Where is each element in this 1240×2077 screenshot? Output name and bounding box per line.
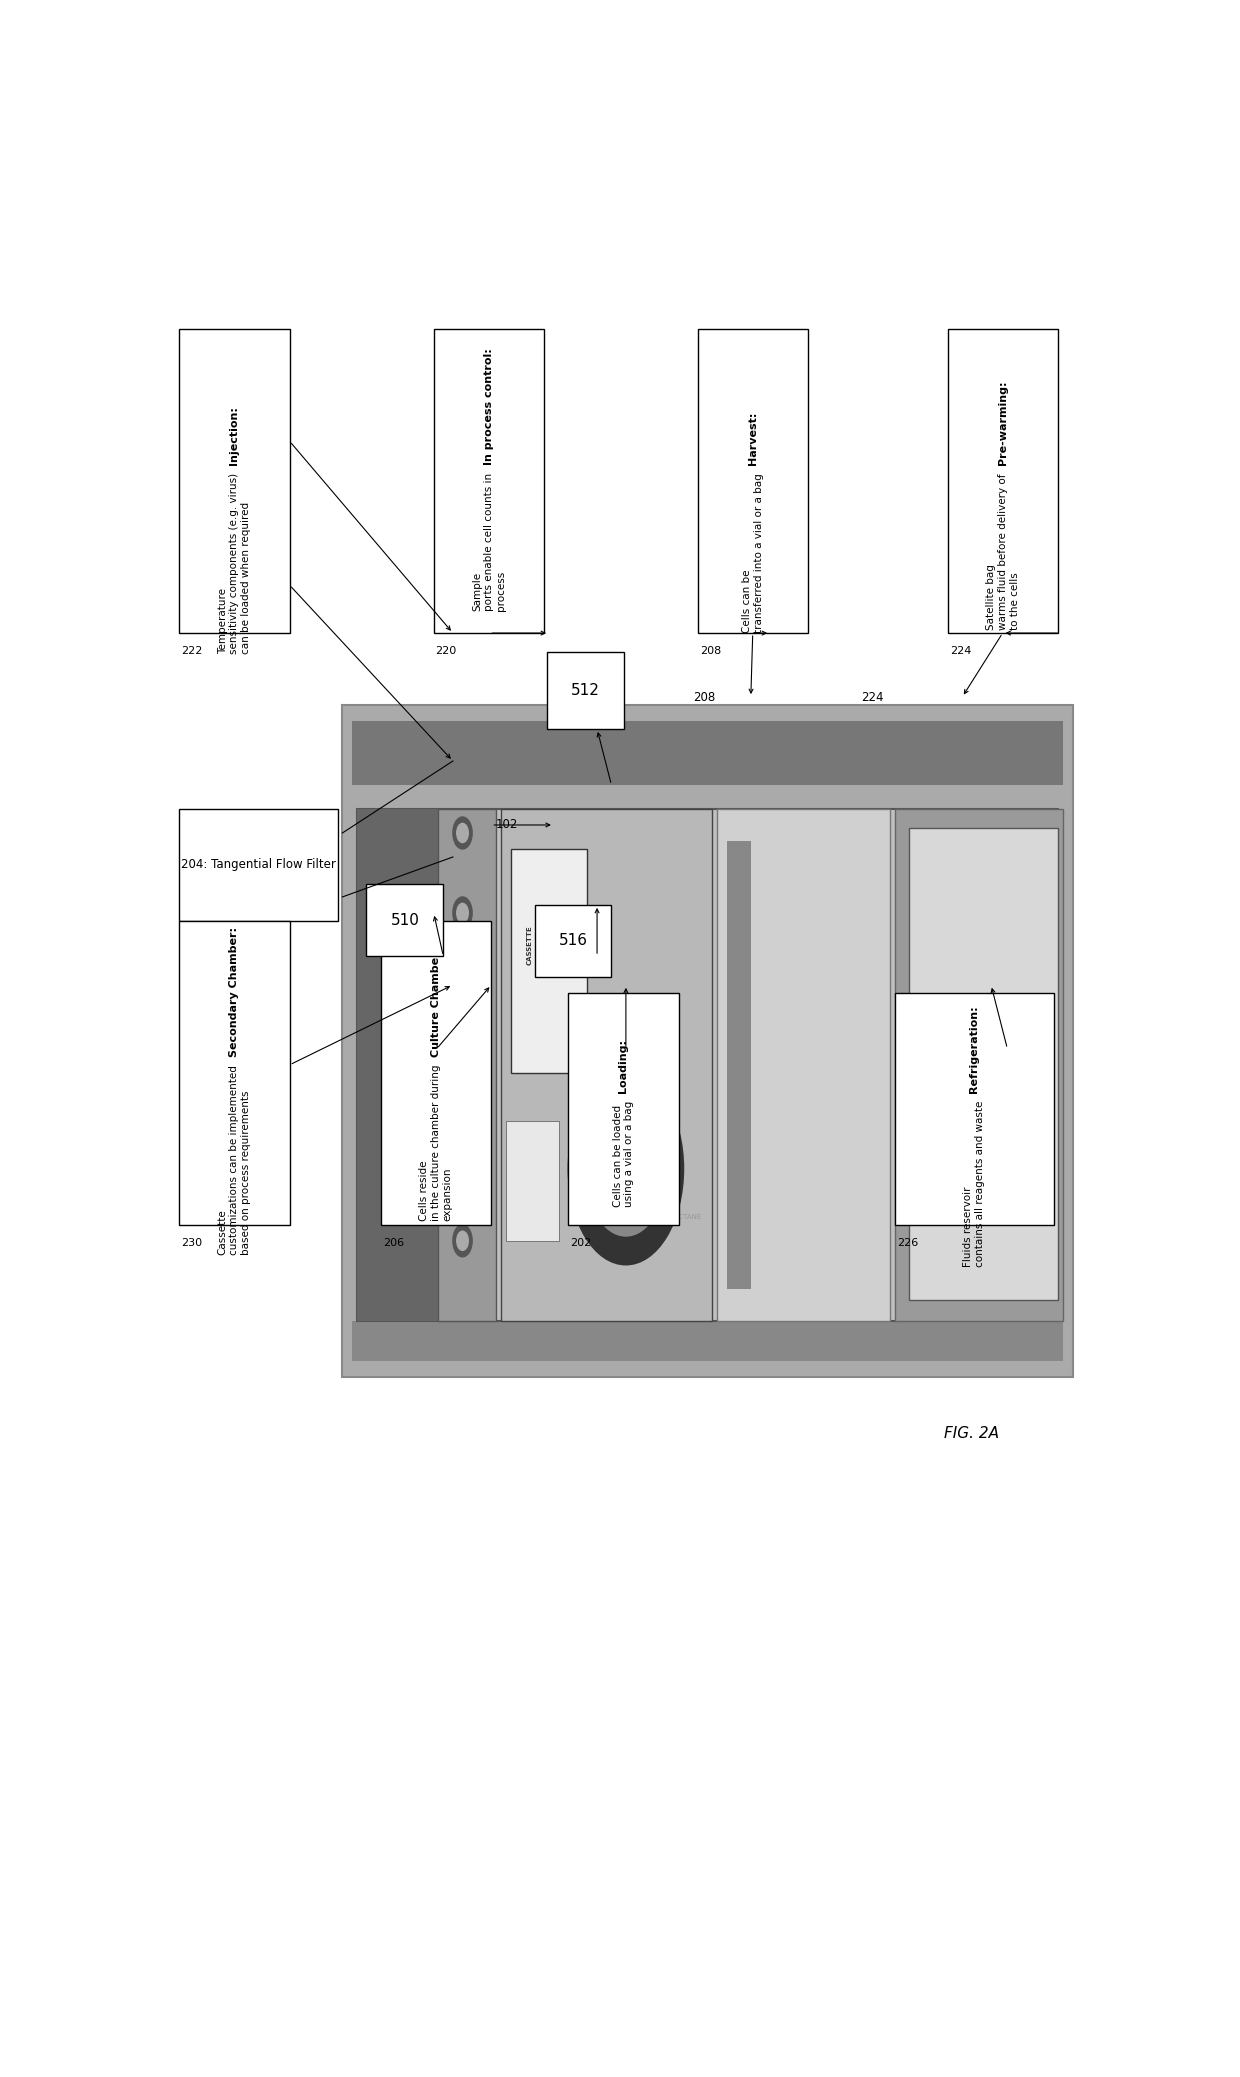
Text: Cells can be
transferred into a vial or a bag: Cells can be transferred into a vial or … bbox=[743, 474, 764, 633]
Circle shape bbox=[453, 1225, 472, 1257]
Circle shape bbox=[601, 1128, 651, 1211]
Text: Injection:: Injection: bbox=[229, 407, 239, 465]
Circle shape bbox=[456, 1072, 469, 1090]
FancyBboxPatch shape bbox=[381, 920, 491, 1225]
FancyBboxPatch shape bbox=[352, 1321, 1063, 1360]
Text: 208: 208 bbox=[699, 646, 722, 656]
FancyBboxPatch shape bbox=[439, 810, 496, 1321]
Text: 226: 226 bbox=[897, 1238, 918, 1248]
FancyBboxPatch shape bbox=[947, 330, 1058, 633]
Text: Satellite bag
warms fluid before delivery of
to the cells: Satellite bag warms fluid before deliver… bbox=[987, 474, 1019, 629]
FancyBboxPatch shape bbox=[342, 704, 1073, 1377]
FancyBboxPatch shape bbox=[698, 330, 808, 633]
Text: OCTANE: OCTANE bbox=[675, 1213, 702, 1219]
Text: CASSETTE: CASSETTE bbox=[527, 924, 533, 966]
Text: 224: 224 bbox=[862, 690, 884, 704]
Text: 208: 208 bbox=[693, 690, 715, 704]
Text: Cells can be loaded
using a vial or a bag: Cells can be loaded using a vial or a ba… bbox=[613, 1101, 635, 1207]
Text: Pre-warming:: Pre-warming: bbox=[998, 380, 1008, 465]
Circle shape bbox=[456, 822, 469, 843]
Text: Culture Chamber:: Culture Chamber: bbox=[432, 947, 441, 1057]
Text: 220: 220 bbox=[435, 646, 456, 656]
Text: 204: Tangential Flow Filter: 204: Tangential Flow Filter bbox=[181, 858, 336, 872]
Circle shape bbox=[453, 1066, 472, 1097]
Circle shape bbox=[456, 1232, 469, 1250]
FancyBboxPatch shape bbox=[367, 885, 444, 955]
Text: FIG. 2A: FIG. 2A bbox=[945, 1425, 999, 1441]
FancyBboxPatch shape bbox=[568, 993, 678, 1225]
FancyBboxPatch shape bbox=[506, 1122, 558, 1240]
Circle shape bbox=[453, 816, 472, 849]
Circle shape bbox=[568, 1074, 683, 1265]
FancyBboxPatch shape bbox=[179, 330, 290, 633]
Text: Secondary Chamber:: Secondary Chamber: bbox=[229, 926, 239, 1057]
FancyBboxPatch shape bbox=[179, 920, 290, 1225]
Text: Cells reside
in the culture chamber during
expansion: Cells reside in the culture chamber duri… bbox=[419, 1066, 453, 1221]
Text: 202: 202 bbox=[570, 1238, 591, 1248]
Text: 224: 224 bbox=[950, 646, 971, 656]
Circle shape bbox=[456, 1151, 469, 1171]
FancyBboxPatch shape bbox=[547, 652, 624, 729]
Circle shape bbox=[453, 897, 472, 928]
FancyBboxPatch shape bbox=[895, 993, 1054, 1225]
Text: Cassette
customizations can be implemented
based on process requirements: Cassette customizations can be implement… bbox=[218, 1066, 250, 1255]
FancyBboxPatch shape bbox=[434, 330, 544, 633]
Text: 230: 230 bbox=[181, 1238, 202, 1248]
Circle shape bbox=[456, 903, 469, 922]
Text: 512: 512 bbox=[572, 683, 600, 698]
Text: 222: 222 bbox=[181, 646, 202, 656]
Text: Harvest:: Harvest: bbox=[748, 411, 758, 465]
FancyBboxPatch shape bbox=[352, 721, 1063, 785]
FancyBboxPatch shape bbox=[895, 810, 1063, 1321]
Text: Fluids reservoir
contains all reagents and waste: Fluids reservoir contains all reagents a… bbox=[963, 1101, 985, 1267]
FancyBboxPatch shape bbox=[511, 849, 588, 1074]
Text: Sample
ports enable cell counts in
process: Sample ports enable cell counts in proce… bbox=[472, 474, 506, 611]
Text: 510: 510 bbox=[391, 912, 419, 928]
Text: In process control:: In process control: bbox=[484, 349, 494, 465]
Text: Refrigeration:: Refrigeration: bbox=[970, 1005, 980, 1093]
FancyBboxPatch shape bbox=[501, 810, 712, 1321]
Text: 516: 516 bbox=[558, 933, 588, 949]
Circle shape bbox=[456, 991, 469, 1011]
Circle shape bbox=[453, 1144, 472, 1178]
FancyBboxPatch shape bbox=[357, 810, 439, 1321]
Text: Temperature
sensitivity components (e.g. virus)
can be loaded when required: Temperature sensitivity components (e.g.… bbox=[218, 474, 250, 654]
Circle shape bbox=[585, 1101, 666, 1236]
FancyBboxPatch shape bbox=[179, 810, 337, 920]
FancyBboxPatch shape bbox=[727, 841, 751, 1288]
Text: Loading:: Loading: bbox=[619, 1038, 629, 1093]
FancyBboxPatch shape bbox=[534, 906, 611, 976]
Circle shape bbox=[453, 984, 472, 1018]
Text: 206: 206 bbox=[383, 1238, 404, 1248]
Text: 102: 102 bbox=[496, 818, 518, 831]
FancyBboxPatch shape bbox=[357, 810, 1058, 1321]
FancyBboxPatch shape bbox=[717, 810, 890, 1321]
FancyBboxPatch shape bbox=[909, 829, 1058, 1300]
